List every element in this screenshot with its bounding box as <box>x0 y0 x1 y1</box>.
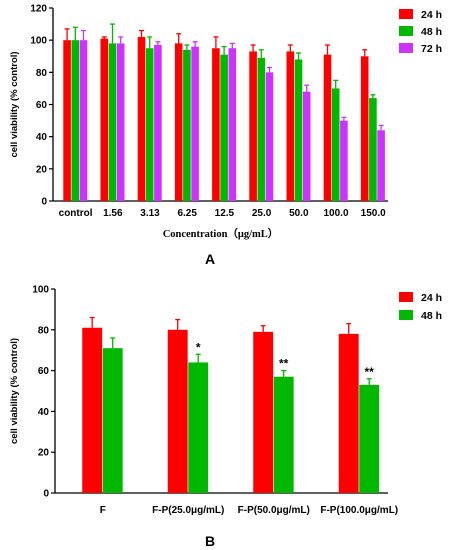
x-tick-label: 50.0 <box>289 208 309 219</box>
bar <box>191 46 199 201</box>
bar <box>359 384 380 493</box>
y-axis-title: cell viability (% control) <box>9 51 20 157</box>
legend-swatch <box>399 43 413 53</box>
bar <box>174 43 183 202</box>
bar <box>108 43 117 202</box>
bar <box>183 49 191 201</box>
bar <box>137 36 146 202</box>
legend-swatch <box>399 26 413 36</box>
bar <box>249 51 257 201</box>
bar <box>331 88 340 201</box>
bar <box>167 329 188 493</box>
bar <box>102 348 123 493</box>
bar <box>79 40 88 201</box>
bar <box>188 362 209 493</box>
y-tick-label: 0 <box>41 197 47 208</box>
x-tick-label: 100.0 <box>323 208 348 219</box>
x-tick-label: 150.0 <box>361 208 386 219</box>
y-tick-label: 100 <box>30 36 47 47</box>
bar <box>100 38 109 201</box>
bar <box>369 98 377 201</box>
x-tick-label: F <box>100 505 106 516</box>
chart-panel-B: 0 20 40 60 80 100 cell viability (% control) F *… <box>9 285 442 550</box>
y-tick-label: 0 <box>43 489 49 500</box>
legend-swatch <box>399 310 413 320</box>
x-tick-label: 12.5 <box>215 208 235 219</box>
x-tick-label: F-P(25.0μg/mL) <box>152 505 224 516</box>
bar <box>154 44 162 201</box>
bar <box>338 333 359 493</box>
panel-label: B <box>205 533 215 549</box>
y-axis-title: cell viability (% control) <box>9 338 20 444</box>
x-axis-title: Concentration（μg/mL） <box>163 227 279 240</box>
y-tick-label: 40 <box>38 407 50 418</box>
bar <box>340 120 348 201</box>
x-tick-label: 3.13 <box>140 208 160 219</box>
bar <box>302 91 311 201</box>
significance-marker: * <box>196 340 201 354</box>
bar <box>377 130 385 201</box>
y-tick-label: 20 <box>36 164 48 175</box>
y-tick-label: 120 <box>30 4 47 15</box>
y-tick-label: 80 <box>36 68 48 79</box>
legend-label: 48 h <box>421 26 442 38</box>
bar <box>273 376 294 493</box>
bar <box>212 48 220 202</box>
y-tick-label: 60 <box>38 366 50 377</box>
bar <box>71 40 80 201</box>
x-tick-label: F-P(50.0μg/mL) <box>238 505 310 516</box>
legend-swatch <box>399 9 413 19</box>
bar <box>82 327 103 493</box>
legend-label: 48 h <box>421 310 442 322</box>
bar <box>63 40 71 201</box>
legend-label: 24 h <box>421 292 442 304</box>
bar <box>265 72 274 201</box>
chart-panel-A: 0 20 40 60 80 100 120 cell viability (% control… <box>9 4 442 268</box>
panel-label: A <box>205 251 215 267</box>
bar <box>253 331 274 493</box>
bar <box>145 48 154 202</box>
x-tick-label: control <box>59 208 93 219</box>
legend-swatch <box>399 292 413 302</box>
bar <box>294 59 303 201</box>
significance-marker: ** <box>279 357 289 371</box>
y-tick-label: 40 <box>36 132 48 143</box>
legend-label: 72 h <box>421 43 442 55</box>
bar <box>286 51 295 201</box>
x-tick-label: F-P(100.0μg/mL) <box>320 505 398 516</box>
y-tick-label: 100 <box>32 285 49 296</box>
bar <box>116 43 125 202</box>
bar <box>257 57 266 201</box>
legend-label: 24 h <box>421 9 442 21</box>
x-tick-label: 25.0 <box>252 208 272 219</box>
bar <box>220 54 228 202</box>
x-tick-label: 6.25 <box>177 208 197 219</box>
y-tick-label: 60 <box>36 100 48 111</box>
bar <box>228 48 237 202</box>
x-tick-label: 1.56 <box>103 208 123 219</box>
y-tick-label: 20 <box>38 448 50 459</box>
bar <box>323 54 332 202</box>
bar <box>360 56 369 201</box>
y-tick-label: 80 <box>38 325 50 336</box>
significance-marker: ** <box>365 365 375 379</box>
